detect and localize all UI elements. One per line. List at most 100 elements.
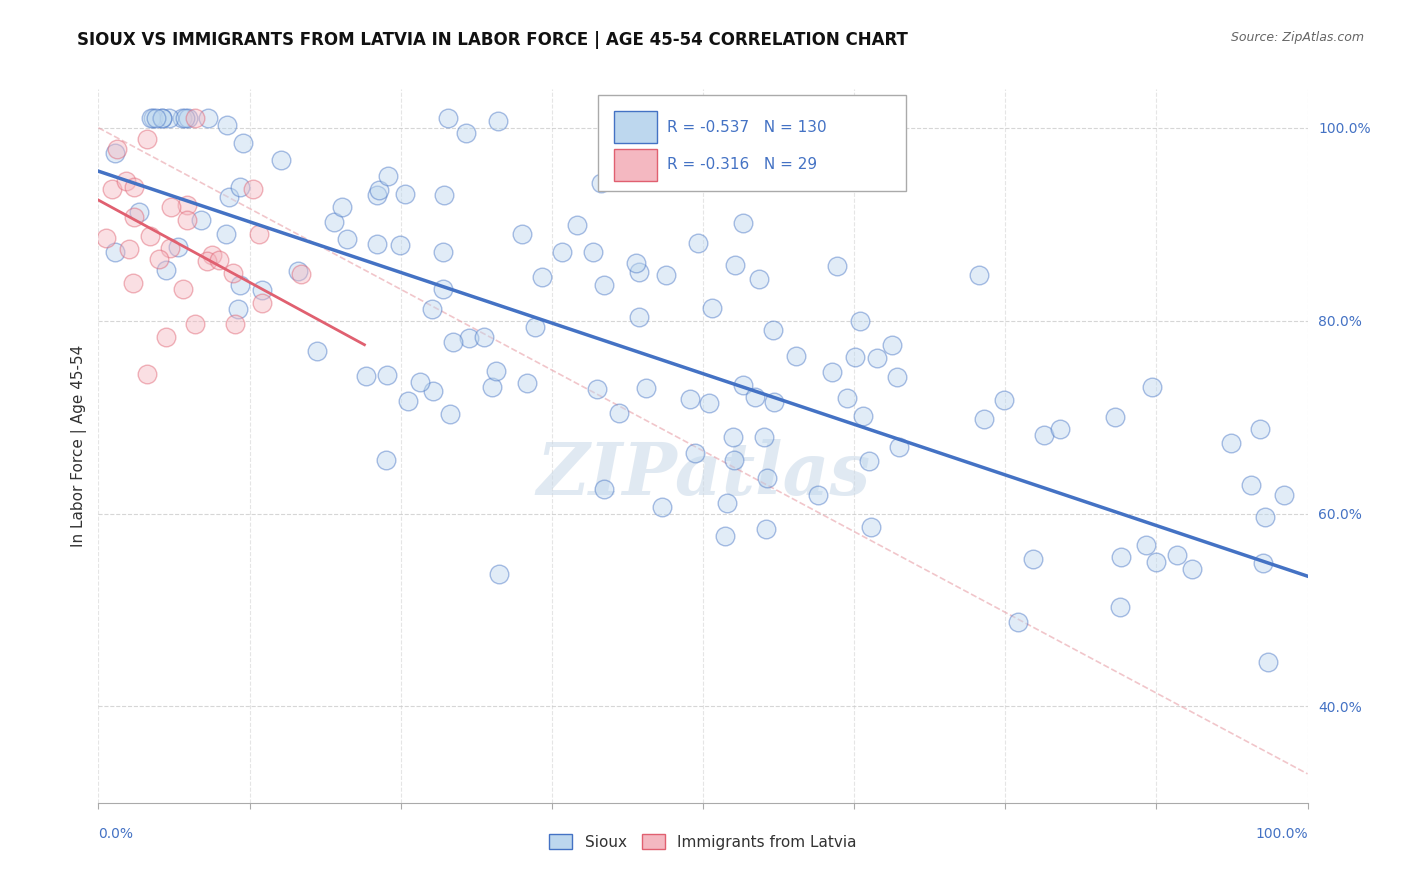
Point <box>458 331 481 345</box>
Point <box>585 382 607 396</box>
Point <box>290 268 312 282</box>
Point <box>565 218 588 232</box>
Point <box>524 320 547 334</box>
Text: Source: ZipAtlas.com: Source: ZipAtlas.com <box>1230 31 1364 45</box>
Point <box>699 396 721 410</box>
Point <box>330 200 353 214</box>
Point <box>135 368 157 382</box>
Point <box>837 391 859 405</box>
Point <box>242 182 264 196</box>
Point <box>420 302 443 317</box>
Point <box>821 365 844 379</box>
Point <box>366 237 388 252</box>
Text: 0.0%: 0.0% <box>98 827 134 841</box>
Point <box>655 268 678 282</box>
Point <box>456 126 478 140</box>
Point <box>593 483 616 497</box>
Legend: Sioux, Immigrants from Latvia: Sioux, Immigrants from Latvia <box>543 828 863 855</box>
Point <box>516 376 538 391</box>
Point <box>408 375 430 389</box>
Point <box>104 245 127 260</box>
Point <box>807 487 830 501</box>
Point <box>270 153 292 168</box>
Point <box>197 111 219 125</box>
Point <box>634 381 657 395</box>
Point <box>530 270 553 285</box>
Point <box>752 430 775 444</box>
Point <box>218 190 240 204</box>
Point <box>593 277 616 292</box>
Text: SIOUX VS IMMIGRANTS FROM LATVIA IN LABOR FORCE | AGE 45-54 CORRELATION CHART: SIOUX VS IMMIGRANTS FROM LATVIA IN LABOR… <box>77 31 908 49</box>
Point <box>336 232 359 246</box>
Text: R = -0.537   N = 130: R = -0.537 N = 130 <box>666 120 827 135</box>
Point <box>1140 380 1163 394</box>
Point <box>377 169 399 184</box>
Point <box>394 186 416 201</box>
Point <box>250 283 273 297</box>
Point <box>1166 548 1188 562</box>
Point <box>1254 510 1277 524</box>
Point <box>232 136 254 151</box>
Point <box>723 453 745 467</box>
Point <box>166 240 188 254</box>
Point <box>323 215 346 229</box>
Point <box>756 471 779 485</box>
Point <box>762 394 785 409</box>
Point <box>247 227 270 241</box>
Point <box>229 180 252 194</box>
Point <box>287 264 309 278</box>
Point <box>215 119 238 133</box>
Point <box>825 259 848 273</box>
Point <box>973 412 995 426</box>
Point <box>882 338 904 352</box>
Point <box>589 176 612 190</box>
Point <box>721 430 744 444</box>
Point <box>124 180 146 194</box>
Point <box>744 390 766 404</box>
Point <box>104 145 127 160</box>
Point <box>152 111 174 125</box>
Point <box>439 407 461 421</box>
Point <box>354 368 377 383</box>
Point <box>512 227 534 241</box>
Text: ZIPatlas: ZIPatlas <box>536 439 870 510</box>
Point <box>177 111 200 125</box>
Point <box>433 188 456 202</box>
Point <box>1007 615 1029 630</box>
Point <box>160 201 183 215</box>
Point <box>886 369 908 384</box>
Point <box>101 182 124 196</box>
Point <box>993 393 1015 408</box>
Point <box>305 344 328 359</box>
Point <box>228 277 250 292</box>
Point <box>1251 556 1274 570</box>
Point <box>582 245 605 260</box>
FancyBboxPatch shape <box>598 95 905 191</box>
Point <box>422 384 444 398</box>
Point <box>651 500 673 515</box>
Point <box>141 111 163 125</box>
Point <box>396 393 419 408</box>
Point <box>128 205 150 219</box>
Point <box>685 446 707 460</box>
Point <box>1104 410 1126 425</box>
Point <box>624 256 647 270</box>
Point <box>714 529 737 543</box>
Point <box>190 213 212 227</box>
Point <box>1049 421 1071 435</box>
Point <box>1240 478 1263 492</box>
Y-axis label: In Labor Force | Age 45-54: In Labor Force | Age 45-54 <box>72 345 87 547</box>
Point <box>122 211 145 225</box>
Point <box>148 252 170 267</box>
Point <box>607 406 630 420</box>
Point <box>375 368 398 383</box>
Point <box>118 242 141 256</box>
Point <box>859 520 882 534</box>
Point <box>1272 488 1295 502</box>
Point <box>967 268 990 283</box>
Point <box>94 230 117 244</box>
Point <box>1109 550 1132 565</box>
Point <box>388 237 411 252</box>
Point <box>858 453 880 467</box>
Point <box>221 266 243 280</box>
